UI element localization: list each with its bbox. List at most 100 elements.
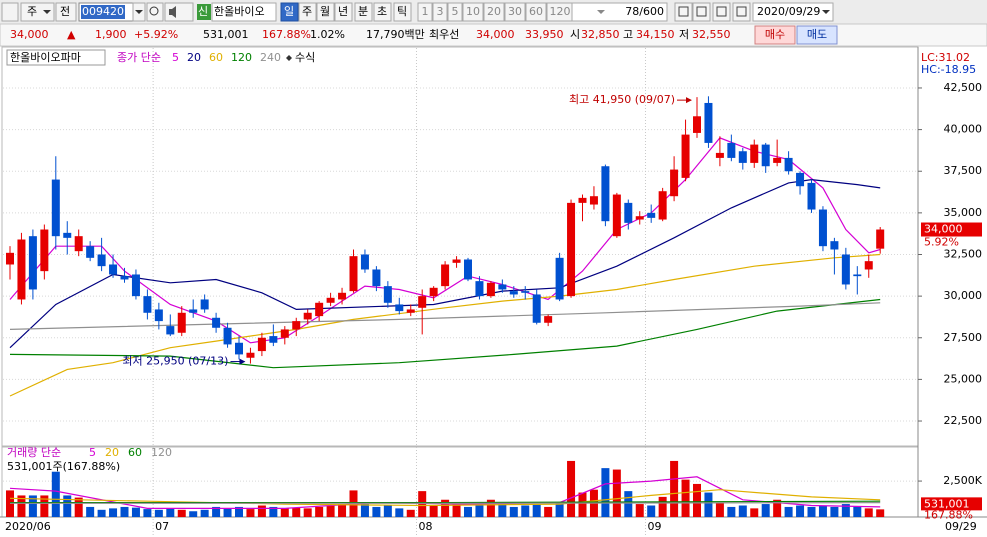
annotation: 최고 41,950 (09/07)	[569, 93, 675, 106]
volume-bar	[338, 504, 347, 517]
tool-button[interactable]	[732, 2, 751, 22]
volume-bar	[555, 502, 564, 517]
volume-bar	[131, 507, 140, 517]
candle-body	[521, 291, 530, 293]
period-label: 주	[302, 5, 312, 18]
period-button[interactable]	[280, 2, 299, 22]
date: 2020/09/29	[757, 5, 820, 18]
volume-bar	[51, 471, 60, 517]
volume-bar	[509, 506, 518, 517]
interval-button[interactable]	[525, 2, 547, 22]
date-box[interactable]	[752, 2, 834, 22]
candle-body	[97, 254, 106, 267]
candle-body	[475, 281, 484, 297]
candle-body	[464, 259, 472, 280]
quote-bid: 33,950	[525, 28, 564, 41]
candle-body	[796, 172, 805, 187]
volume-bar	[383, 505, 392, 517]
candle-body	[212, 317, 221, 328]
volume-bar	[681, 479, 690, 517]
tool-icon	[678, 6, 689, 17]
volume-bar	[372, 506, 381, 517]
tool-button[interactable]	[674, 2, 693, 22]
volume-bar	[257, 505, 266, 517]
interval-button[interactable]	[447, 2, 463, 22]
moving-average-line	[9, 302, 881, 330]
volume-bar	[738, 505, 747, 517]
interval-label: 5	[452, 5, 459, 18]
candle-body	[406, 309, 415, 313]
interval-button[interactable]	[432, 2, 448, 22]
volume-bar	[212, 506, 221, 517]
menu-button[interactable]	[1, 2, 19, 22]
volume-bar	[189, 511, 198, 517]
tool-button[interactable]	[692, 2, 711, 22]
volume-bar	[532, 504, 541, 517]
candle-body	[624, 202, 633, 223]
candle-body	[532, 294, 541, 323]
volume-bar	[486, 499, 495, 517]
candle-body	[693, 116, 701, 133]
interval-label: 20	[487, 5, 501, 18]
period-label: 분	[358, 5, 368, 18]
volume-bar	[670, 460, 679, 517]
quote-volume: 531,001	[203, 28, 249, 41]
volume-bar	[612, 469, 621, 517]
period-button[interactable]	[298, 2, 317, 22]
sound-button[interactable]	[164, 2, 194, 22]
candle-body	[372, 269, 381, 287]
volume-bar	[784, 506, 793, 517]
y-tick-label: 32,500	[944, 247, 983, 260]
candle-body	[681, 134, 690, 178]
volume-bar	[876, 509, 885, 517]
period-button[interactable]	[334, 2, 353, 22]
dropdown-arrow	[43, 10, 51, 14]
volume-bar	[177, 509, 186, 517]
name-box	[211, 2, 277, 22]
sell-label: 매도	[807, 28, 827, 41]
y-tick-label: 35,000	[944, 206, 983, 219]
quote-ask: 34,000	[476, 28, 515, 41]
tool-button[interactable]	[712, 2, 731, 22]
x-tick-label: 2020/06	[5, 520, 51, 533]
volume-bar	[853, 506, 862, 517]
interval-button[interactable]	[504, 2, 526, 22]
annotation: 최저 25,950 (07/13)	[122, 355, 228, 368]
period-button[interactable]	[393, 2, 412, 22]
interval-button[interactable]	[483, 2, 505, 22]
candle-body	[280, 329, 289, 338]
period-button[interactable]	[373, 2, 392, 22]
prev-button[interactable]	[55, 2, 77, 22]
quote-best-label: 최우선	[429, 28, 459, 41]
quote-price: 34,000	[10, 28, 49, 41]
x-tick-label: 08	[418, 520, 432, 533]
candle-body	[704, 102, 713, 143]
volume-bar	[715, 502, 724, 517]
stock-name: 한올바이오	[214, 5, 265, 18]
volume-bar	[841, 504, 850, 517]
y-tick-label: 37,500	[944, 164, 983, 177]
candle-body	[349, 256, 358, 292]
rate-tag-label: 5.92%	[924, 236, 959, 249]
candle-body	[818, 209, 827, 247]
market-select[interactable]	[20, 2, 55, 22]
period-button[interactable]	[354, 2, 373, 22]
volume-bar	[223, 508, 232, 517]
sell-button[interactable]	[796, 25, 838, 45]
period-button[interactable]	[316, 2, 335, 22]
buy-button[interactable]	[754, 25, 796, 45]
search-button[interactable]	[146, 2, 164, 22]
candle-body	[360, 254, 369, 270]
interval-button[interactable]	[462, 2, 484, 22]
quote-high: 34,150	[636, 28, 675, 41]
quote-turnover: 1.02%	[310, 28, 345, 41]
candle-body	[17, 239, 26, 300]
volume-average-line	[10, 502, 881, 504]
candle-body	[830, 241, 839, 250]
volume-average-line	[10, 500, 881, 504]
interval-label: 60	[529, 5, 543, 18]
moving-average-line	[9, 298, 881, 369]
candle-body	[120, 276, 129, 280]
interval-button[interactable]	[417, 2, 433, 22]
volume-bar	[727, 506, 736, 517]
